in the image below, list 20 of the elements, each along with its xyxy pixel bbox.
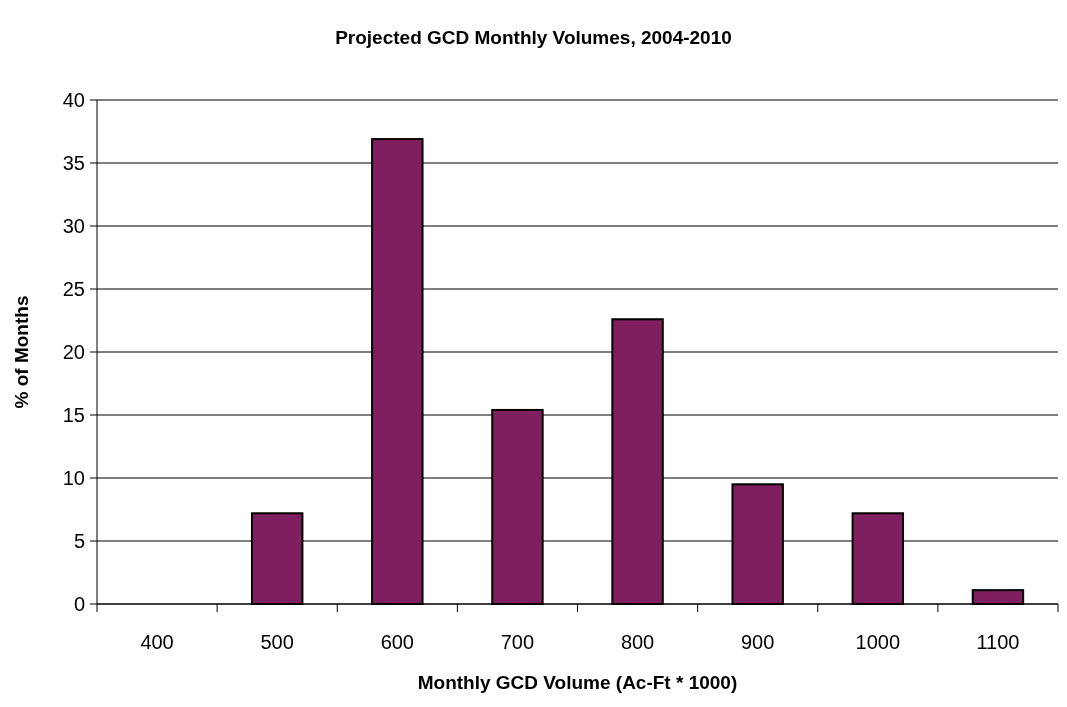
x-tick-label: 800: [620, 631, 655, 653]
y-tick-label: 5: [73, 530, 85, 552]
x-tick-label: 1000: [855, 631, 901, 653]
x-tick-label: 700: [500, 631, 535, 653]
x-tick-label: 600: [380, 631, 414, 653]
y-axis-title: % of Months: [11, 295, 32, 409]
y-tick-label: 10: [62, 467, 85, 489]
y-tick-label: 0: [73, 593, 85, 615]
y-tick-label: 35: [62, 152, 85, 174]
y-tick-label: 15: [62, 404, 85, 426]
x-axis-title: Monthly GCD Volume (Ac-Ft * 1000): [417, 672, 738, 693]
x-tick-label: 900: [741, 631, 775, 653]
x-tick-label: 1100: [976, 631, 1020, 653]
y-tick-label: 20: [62, 341, 85, 363]
x-tick-label: 500: [260, 631, 294, 653]
y-tick-label: 40: [62, 89, 85, 111]
y-tick-label: 30: [62, 215, 85, 237]
x-tick-label: 400: [140, 631, 174, 653]
chart-title: Projected GCD Monthly Volumes, 2004-2010: [335, 27, 732, 48]
y-tick-label: 25: [62, 278, 85, 300]
